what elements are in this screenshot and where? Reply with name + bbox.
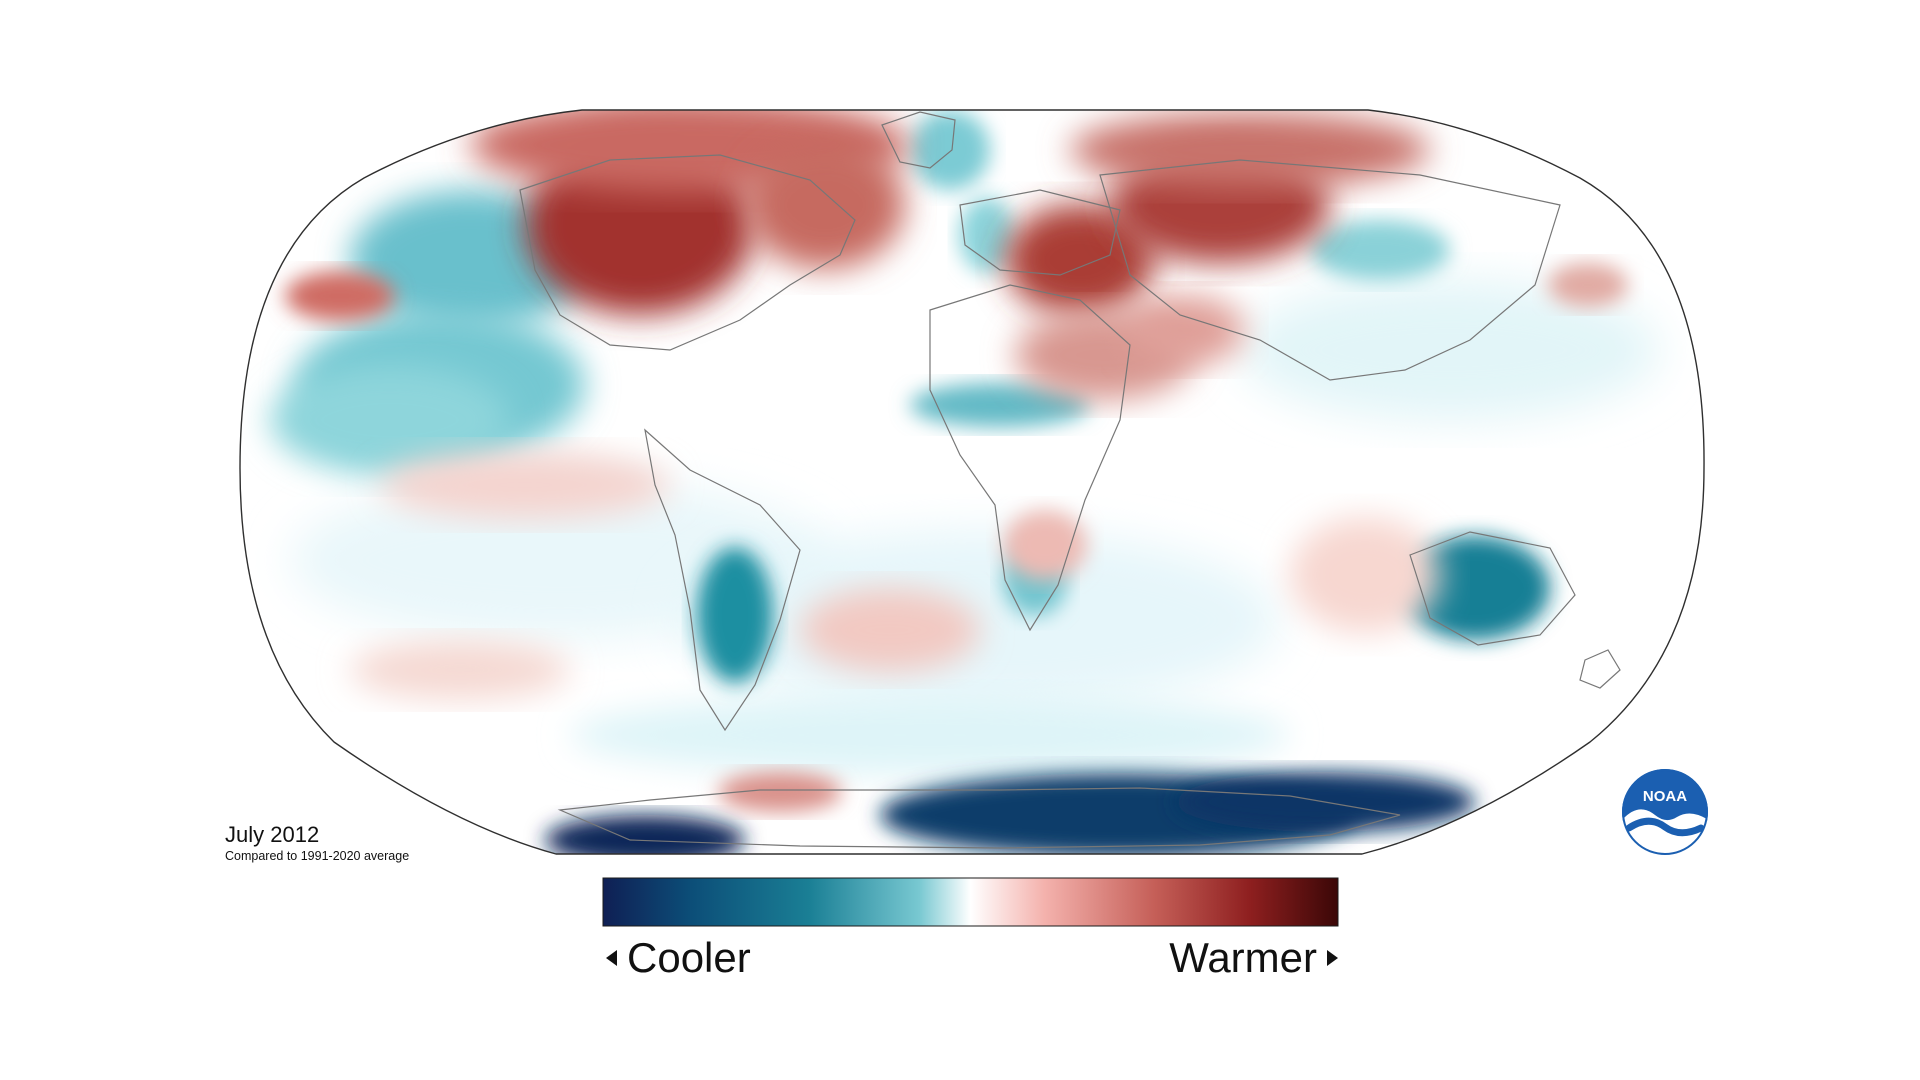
logo-bird — [1625, 817, 1705, 837]
legend-gradient-bar — [602, 877, 1339, 927]
japan-warm-anomaly — [1548, 263, 1628, 307]
arctic-siberia-warm-anomaly — [1070, 112, 1430, 188]
new-zealand-outline — [1579, 649, 1621, 689]
antarctic-peninsula-warm-anomaly — [718, 772, 842, 812]
pacific-north-light-cool — [1240, 280, 1660, 420]
atlantic-light-cool-band — [680, 530, 1280, 710]
antarctica-outline — [557, 787, 1401, 849]
south-atlantic-warm-anomaly — [800, 588, 980, 672]
south-america-outline — [644, 428, 801, 732]
west-pacific-cool-anomaly — [270, 365, 510, 475]
southern-ocean-light-cool — [570, 695, 1290, 775]
legend-low-label: Cooler — [627, 934, 751, 981]
greenland-cool-anomaly — [910, 110, 990, 190]
greenland-outline — [881, 111, 956, 169]
caption-subtitle: Compared to 1991-2020 average — [225, 849, 410, 863]
legend-high: Warmer — [1169, 932, 1338, 984]
asia-outline — [1099, 159, 1561, 381]
central-africa-warm-anomaly — [1003, 510, 1087, 580]
south-pacific-warm-anomaly — [350, 640, 570, 700]
eastern-canada-warm-anomaly — [745, 141, 905, 269]
australia-outline — [1409, 531, 1576, 646]
logo-text: NOAA — [1643, 788, 1687, 805]
noaa-logo: NOAA — [1622, 769, 1708, 856]
south-america-cool-anomaly — [697, 547, 773, 683]
legend-low: Cooler — [606, 932, 751, 984]
anomaly-field — [240, 110, 1705, 854]
legend-high-label: Warmer — [1169, 934, 1317, 981]
left-arrow-icon — [606, 950, 617, 966]
west-pacific-warm-anomaly — [285, 271, 395, 321]
equatorial-pacific-warm-anomaly — [380, 451, 670, 519]
right-arrow-icon — [1327, 950, 1338, 966]
europe-outline — [959, 189, 1121, 276]
indian-ocean-warm-anomaly — [1290, 517, 1440, 633]
uk-cool-anomaly — [959, 197, 1015, 273]
middle-east-warm-anomaly — [1125, 295, 1245, 365]
sahel-cool-anomaly — [910, 383, 1090, 427]
coastlines — [519, 111, 1621, 849]
logo-ring — [1622, 769, 1708, 855]
africa-outline — [929, 284, 1131, 632]
central-asia-cool-anomaly — [1310, 220, 1450, 280]
north-america-outline — [519, 154, 856, 351]
caption-title: July 2012 — [225, 822, 320, 847]
map-border — [239, 109, 1705, 855]
